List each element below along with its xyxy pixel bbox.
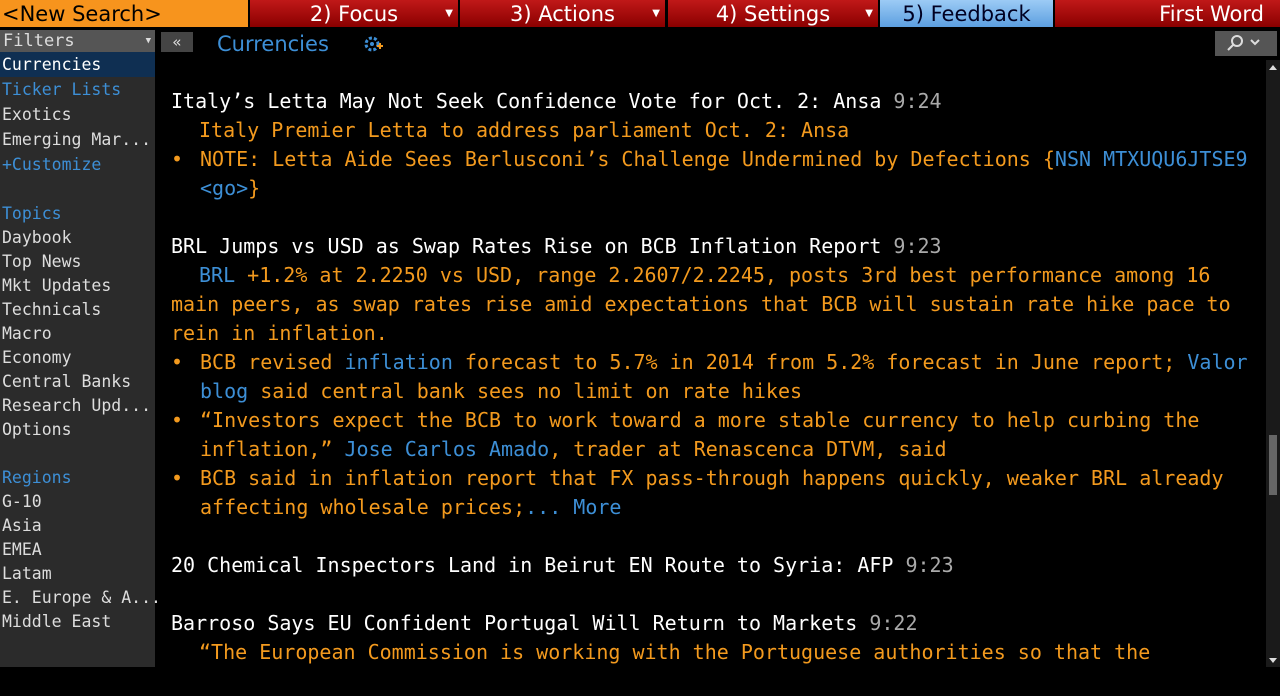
bullet: BCB said in inflation report that FX pas…: [171, 464, 1265, 522]
bullet: BCB revised inflation forecast to 5.7% i…: [171, 348, 1265, 406]
headline-row: Barroso Says EU Confident Portugal Will …: [171, 609, 1265, 638]
headline-row: 20 Chemical Inspectors Land in Beirut EN…: [171, 551, 1265, 580]
scrollbar[interactable]: [1266, 60, 1280, 667]
lead: Italy Premier Letta to address parliamen…: [171, 116, 1265, 145]
filter-item[interactable]: E. Europe & A...: [2, 588, 161, 607]
filters-label: Filters: [3, 31, 75, 51]
headline[interactable]: Barroso Says EU Confident Portugal Will …: [171, 611, 858, 635]
text-segment: Italy Premier Letta to address parliamen…: [199, 118, 850, 142]
text-segment: NOTE: Letta Aide Sees Berlusconi’s Chall…: [200, 147, 1055, 171]
story: Italy’s Letta May Not Seek Confidence Vo…: [171, 87, 1265, 203]
timestamp: 9:22: [869, 611, 918, 635]
tab-actions[interactable]: 3) Actions ▼: [460, 0, 665, 27]
filter-item[interactable]: Exotics: [2, 105, 72, 124]
filter-item[interactable]: Latam: [2, 564, 52, 583]
panel-title: Currencies: [217, 32, 329, 56]
news-list: Italy’s Letta May Not Seek Confidence Vo…: [171, 87, 1265, 696]
link[interactable]: Valor blog: [200, 350, 1248, 403]
link[interactable]: BRL: [199, 263, 236, 287]
text-segment: said central bank sees no limit on rate …: [248, 379, 803, 403]
text-segment: BCB said in inflation report that FX pas…: [200, 466, 1224, 519]
terminal: <New Search> 2) Focus ▼ 3) Actions ▼ 4) Se…: [0, 0, 1280, 667]
first-word[interactable]: First Word: [1055, 0, 1280, 27]
search-button[interactable]: [1215, 31, 1277, 56]
filter-item[interactable]: Top News: [2, 252, 82, 271]
filter-item[interactable]: G-10: [2, 492, 42, 511]
headline[interactable]: Italy’s Letta May Not Seek Confidence Vo…: [171, 89, 882, 113]
sidebar: Filters ▼ Currencies Ticker Lists Exotics Em…: [0, 30, 161, 667]
filter-item[interactable]: Macro: [2, 324, 52, 343]
tab-focus[interactable]: 2) Focus ▼: [250, 0, 458, 27]
regions-group: Regions G-10 Asia EMEA Latam E. Europe & A...…: [0, 466, 161, 634]
link[interactable]: inflation: [344, 350, 453, 374]
group-heading: Regions: [2, 468, 72, 487]
timestamp: 9:23: [893, 234, 942, 258]
filter-item[interactable]: Central Banks: [2, 372, 132, 391]
timestamp: 9:23: [905, 553, 954, 577]
settings-icon[interactable]: [363, 34, 385, 54]
headline[interactable]: 20 Chemical Inspectors Land in Beirut EN…: [171, 553, 894, 577]
text-segment: forecast to 5.7% in 2014 from 5.2% forec…: [452, 350, 1188, 374]
text-segment: BCB revised: [200, 350, 345, 374]
text-segment: +1.2% at 2.2250 vs USD, range 2.2607/2.2…: [171, 263, 1231, 345]
filter-item[interactable]: Technicals: [2, 300, 102, 319]
filter-item[interactable]: Emerging Mar...: [2, 130, 152, 149]
tab-label: 5) Feedback: [902, 2, 1031, 26]
filter-item[interactable]: EMEA: [2, 540, 42, 559]
filter-item[interactable]: Asia: [2, 516, 42, 535]
story: Barroso Says EU Confident Portugal Will …: [171, 609, 1265, 667]
toolbar: <New Search> 2) Focus ▼ 3) Actions ▼ 4) Se…: [0, 0, 1280, 28]
headline-row: BRL Jumps vs USD as Swap Rates Rise on B…: [171, 232, 1265, 261]
text-segment: “The European Commission is working with…: [199, 640, 1151, 664]
filter-item[interactable]: Daybook: [2, 228, 72, 247]
text-segment: , trader at Renascenca DTVM, said: [549, 437, 947, 461]
bullet: NOTE: Letta Aide Sees Berlusconi’s Chall…: [171, 145, 1265, 203]
new-search[interactable]: <New Search>: [0, 0, 248, 27]
panel-header: « Currencies: [155, 30, 1265, 58]
headline-row: Italy’s Letta May Not Seek Confidence Vo…: [171, 87, 1265, 116]
filter-item[interactable]: +Customize: [2, 155, 102, 174]
filter-item[interactable]: Economy: [2, 348, 72, 367]
collapse-button[interactable]: «: [161, 32, 193, 52]
filter-item[interactable]: Options: [2, 420, 72, 439]
filter-item[interactable]: Research Upd...: [2, 396, 152, 415]
group-heading: Topics: [2, 204, 62, 223]
tab-label: 3) Actions: [510, 2, 615, 26]
link[interactable]: NSN MTXUQU6JTSE9 <go>: [200, 147, 1248, 200]
text-segment: }: [248, 176, 261, 200]
lead: “The European Commission is working with…: [171, 638, 1265, 667]
filter-group: Currencies Ticker Lists Exotics Emerging Ma…: [0, 52, 155, 177]
filter-item[interactable]: Ticker Lists: [2, 80, 122, 99]
lead: BRL +1.2% at 2.2250 vs USD, range 2.2607…: [171, 261, 1265, 348]
story: 20 Chemical Inspectors Land in Beirut EN…: [171, 551, 1265, 580]
topics-group: Topics Daybook Top News Mkt Updates Technica…: [0, 202, 155, 442]
tab-label: 2) Focus: [309, 2, 399, 26]
bullet: “Investors expect the BCB to work toward…: [171, 406, 1265, 464]
timestamp: 9:24: [893, 89, 942, 113]
tab-settings[interactable]: 4) Settings ▼: [668, 0, 878, 27]
tab-label: 4) Settings: [715, 2, 831, 26]
filter-item[interactable]: Mkt Updates: [2, 276, 112, 295]
link[interactable]: Jose Carlos Amado: [344, 437, 550, 461]
text-segment: “Investors expect the BCB to work toward…: [200, 408, 1200, 461]
link[interactable]: ... More: [525, 495, 622, 519]
filter-item[interactable]: Currencies: [0, 52, 155, 77]
tab-feedback[interactable]: 5) Feedback: [880, 0, 1053, 27]
headline[interactable]: BRL Jumps vs USD as Swap Rates Rise on B…: [171, 234, 882, 258]
filter-item[interactable]: Middle East: [2, 612, 112, 631]
filters-title: Filters ▼: [0, 30, 155, 52]
story: BRL Jumps vs USD as Swap Rates Rise on B…: [171, 232, 1265, 522]
